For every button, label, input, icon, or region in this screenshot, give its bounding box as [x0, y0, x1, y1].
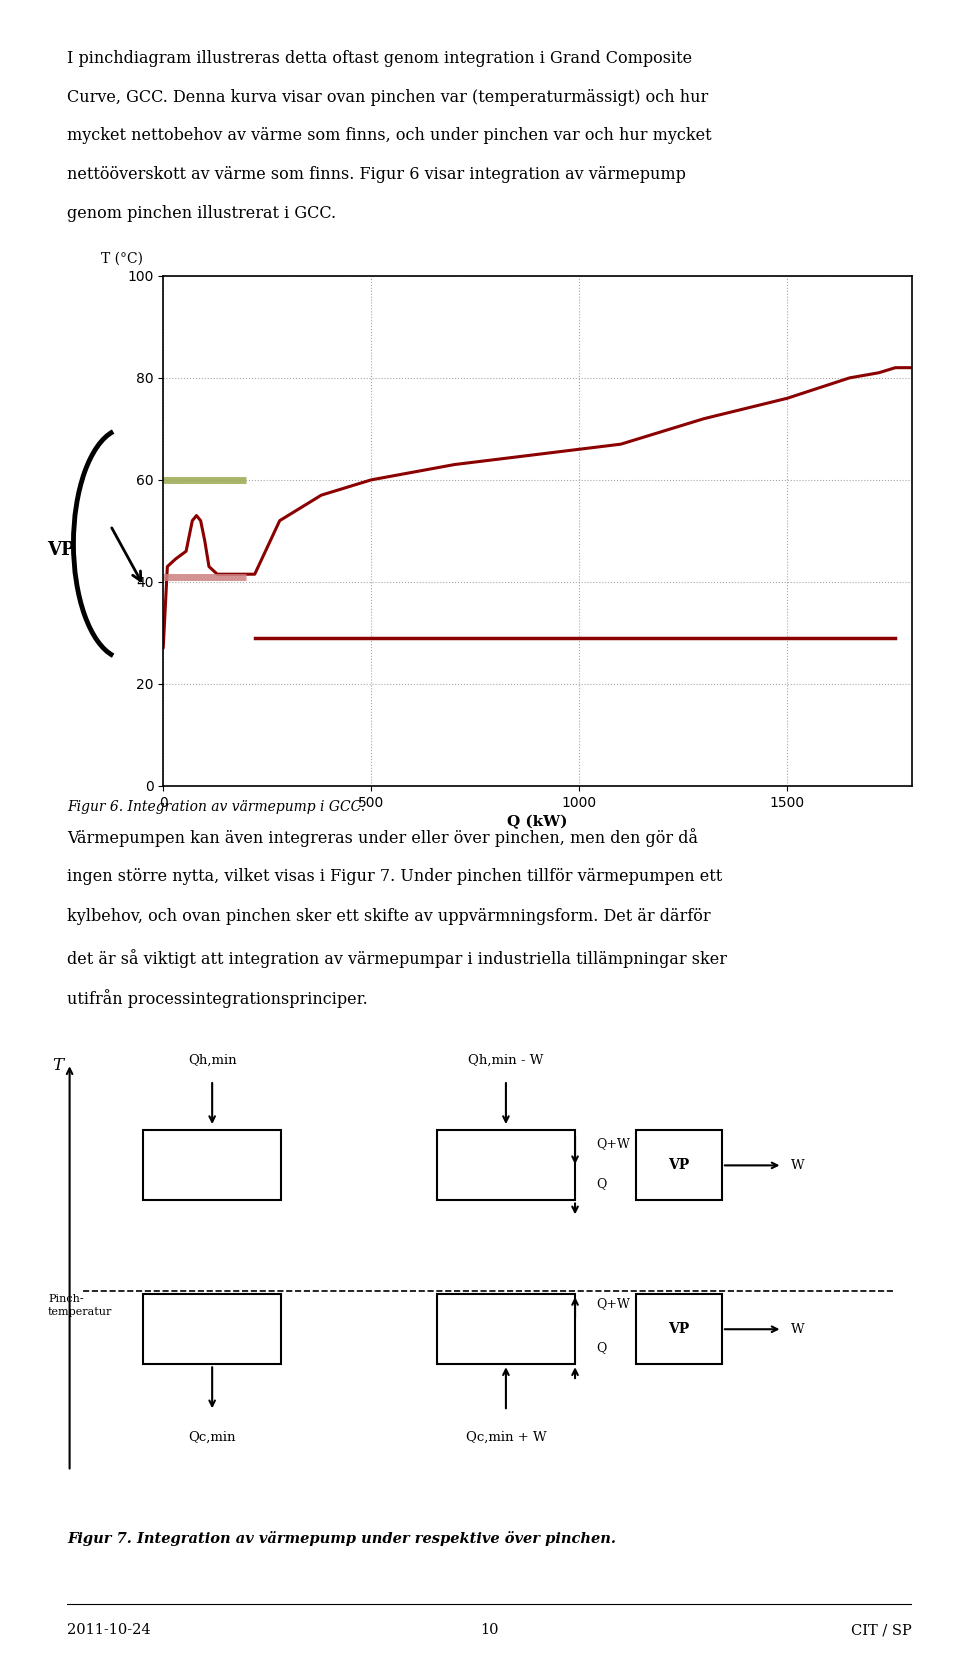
- Text: ingen större nytta, vilket visas i Figur 7. Under pinchen tillför värmepumpen et: ingen större nytta, vilket visas i Figur…: [67, 868, 723, 884]
- Text: 2011-10-24: 2011-10-24: [67, 1624, 151, 1637]
- Bar: [143, 1130, 281, 1200]
- Text: Qc,min: Qc,min: [188, 1431, 236, 1445]
- Text: kylbehov, och ovan pinchen sker ett skifte av uppvärmningsform. Det är därför: kylbehov, och ovan pinchen sker ett skif…: [67, 908, 710, 925]
- Text: VP: VP: [668, 1159, 689, 1172]
- Text: 10: 10: [480, 1624, 499, 1637]
- Bar: [437, 1130, 575, 1200]
- Text: W: W: [791, 1323, 804, 1336]
- X-axis label: Q (kW): Q (kW): [507, 816, 568, 829]
- Text: nettööverskott av värme som finns. Figur 6 visar integration av värmepump: nettööverskott av värme som finns. Figur…: [67, 166, 686, 182]
- Text: Qh,min: Qh,min: [188, 1053, 236, 1067]
- Text: utifrån processintegrationsprinciper.: utifrån processintegrationsprinciper.: [67, 990, 368, 1008]
- Text: VP: VP: [668, 1323, 689, 1336]
- Text: Qh,min - W: Qh,min - W: [468, 1053, 543, 1067]
- Text: Värmepumpen kan även integreras under eller över pinchen, men den gör då: Värmepumpen kan även integreras under el…: [67, 828, 698, 846]
- Bar: [437, 1294, 575, 1364]
- Text: Q: Q: [597, 1177, 607, 1190]
- Text: det är så viktigt att integration av värmepumpar i industriella tillämpningar sk: det är så viktigt att integration av vär…: [67, 948, 728, 968]
- Text: Curve, GCC. Denna kurva visar ovan pinchen var (temperaturmässigt) och hur: Curve, GCC. Denna kurva visar ovan pinch…: [67, 89, 708, 105]
- Text: VP: VP: [48, 540, 75, 558]
- Y-axis label: T (°C): T (°C): [101, 252, 143, 266]
- Text: I pinchdiagram illustreras detta oftast genom integration i Grand Composite: I pinchdiagram illustreras detta oftast …: [67, 50, 692, 67]
- Bar: [636, 1130, 722, 1200]
- Text: Q+W: Q+W: [597, 1297, 631, 1311]
- Bar: [636, 1294, 722, 1364]
- Text: Q: Q: [597, 1341, 607, 1354]
- Text: genom pinchen illustrerat i GCC.: genom pinchen illustrerat i GCC.: [67, 204, 336, 222]
- Text: Qc,min + W: Qc,min + W: [466, 1431, 546, 1445]
- Text: CIT / SP: CIT / SP: [852, 1624, 912, 1637]
- Text: W: W: [791, 1159, 804, 1172]
- Text: Pinch-
temperatur: Pinch- temperatur: [48, 1294, 112, 1316]
- Text: mycket nettobehov av värme som finns, och under pinchen var och hur mycket: mycket nettobehov av värme som finns, oc…: [67, 127, 711, 144]
- Text: Figur 7. Integration av värmepump under respektive över pinchen.: Figur 7. Integration av värmepump under …: [67, 1532, 616, 1545]
- Text: Figur 6. Integration av värmepump i GCC.: Figur 6. Integration av värmepump i GCC.: [67, 799, 366, 814]
- Bar: [143, 1294, 281, 1364]
- Text: Q+W: Q+W: [597, 1137, 631, 1150]
- Text: T: T: [52, 1057, 63, 1073]
